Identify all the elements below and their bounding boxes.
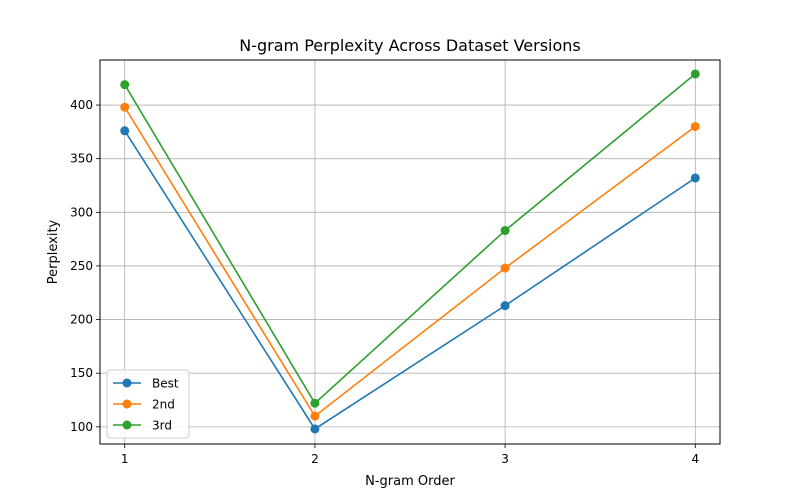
legend-marker [122,420,132,430]
data-point [310,398,320,408]
legend-label: 2nd [152,398,175,412]
x-tick-label: 4 [691,452,699,466]
data-point [690,173,700,183]
data-point [310,424,320,434]
data-point [690,69,700,79]
y-tick-label: 150 [70,366,93,380]
series-line [124,106,696,418]
grid [100,60,720,444]
series-line [124,73,696,405]
y-tick-label: 100 [70,420,93,434]
x-axis-label: N-gram Order [365,474,455,489]
series-line [124,130,696,431]
data-point [500,301,510,311]
x-tick-label: 2 [311,452,319,466]
legend-label: Best [152,377,179,391]
legend-label: 3rd [152,419,172,433]
y-tick-label: 200 [70,313,93,327]
x-tick-label: 1 [121,452,129,466]
legend: Best 2nd 3rd [106,369,190,439]
data-point [120,80,130,90]
data-point [500,263,510,273]
y-tick-label: 400 [70,98,93,112]
y-tick-label: 300 [70,205,93,219]
axis-ticks: 1 2 3 4 100 150 200 250 300 350 400 [70,98,699,466]
data-point [310,411,320,421]
plot-frame [99,59,721,445]
x-tick-label: 3 [501,452,509,466]
y-tick-label: 250 [70,259,93,273]
series-layer [120,69,700,434]
data-point [120,102,130,112]
legend-marker [122,399,132,409]
data-point [120,126,130,136]
legend-marker [122,378,132,388]
data-point [500,226,510,236]
data-point [690,122,700,132]
chart-title: N-gram Perplexity Across Dataset Version… [239,36,581,55]
y-tick-label: 350 [70,152,93,166]
y-axis-label: Perplexity [46,219,61,284]
